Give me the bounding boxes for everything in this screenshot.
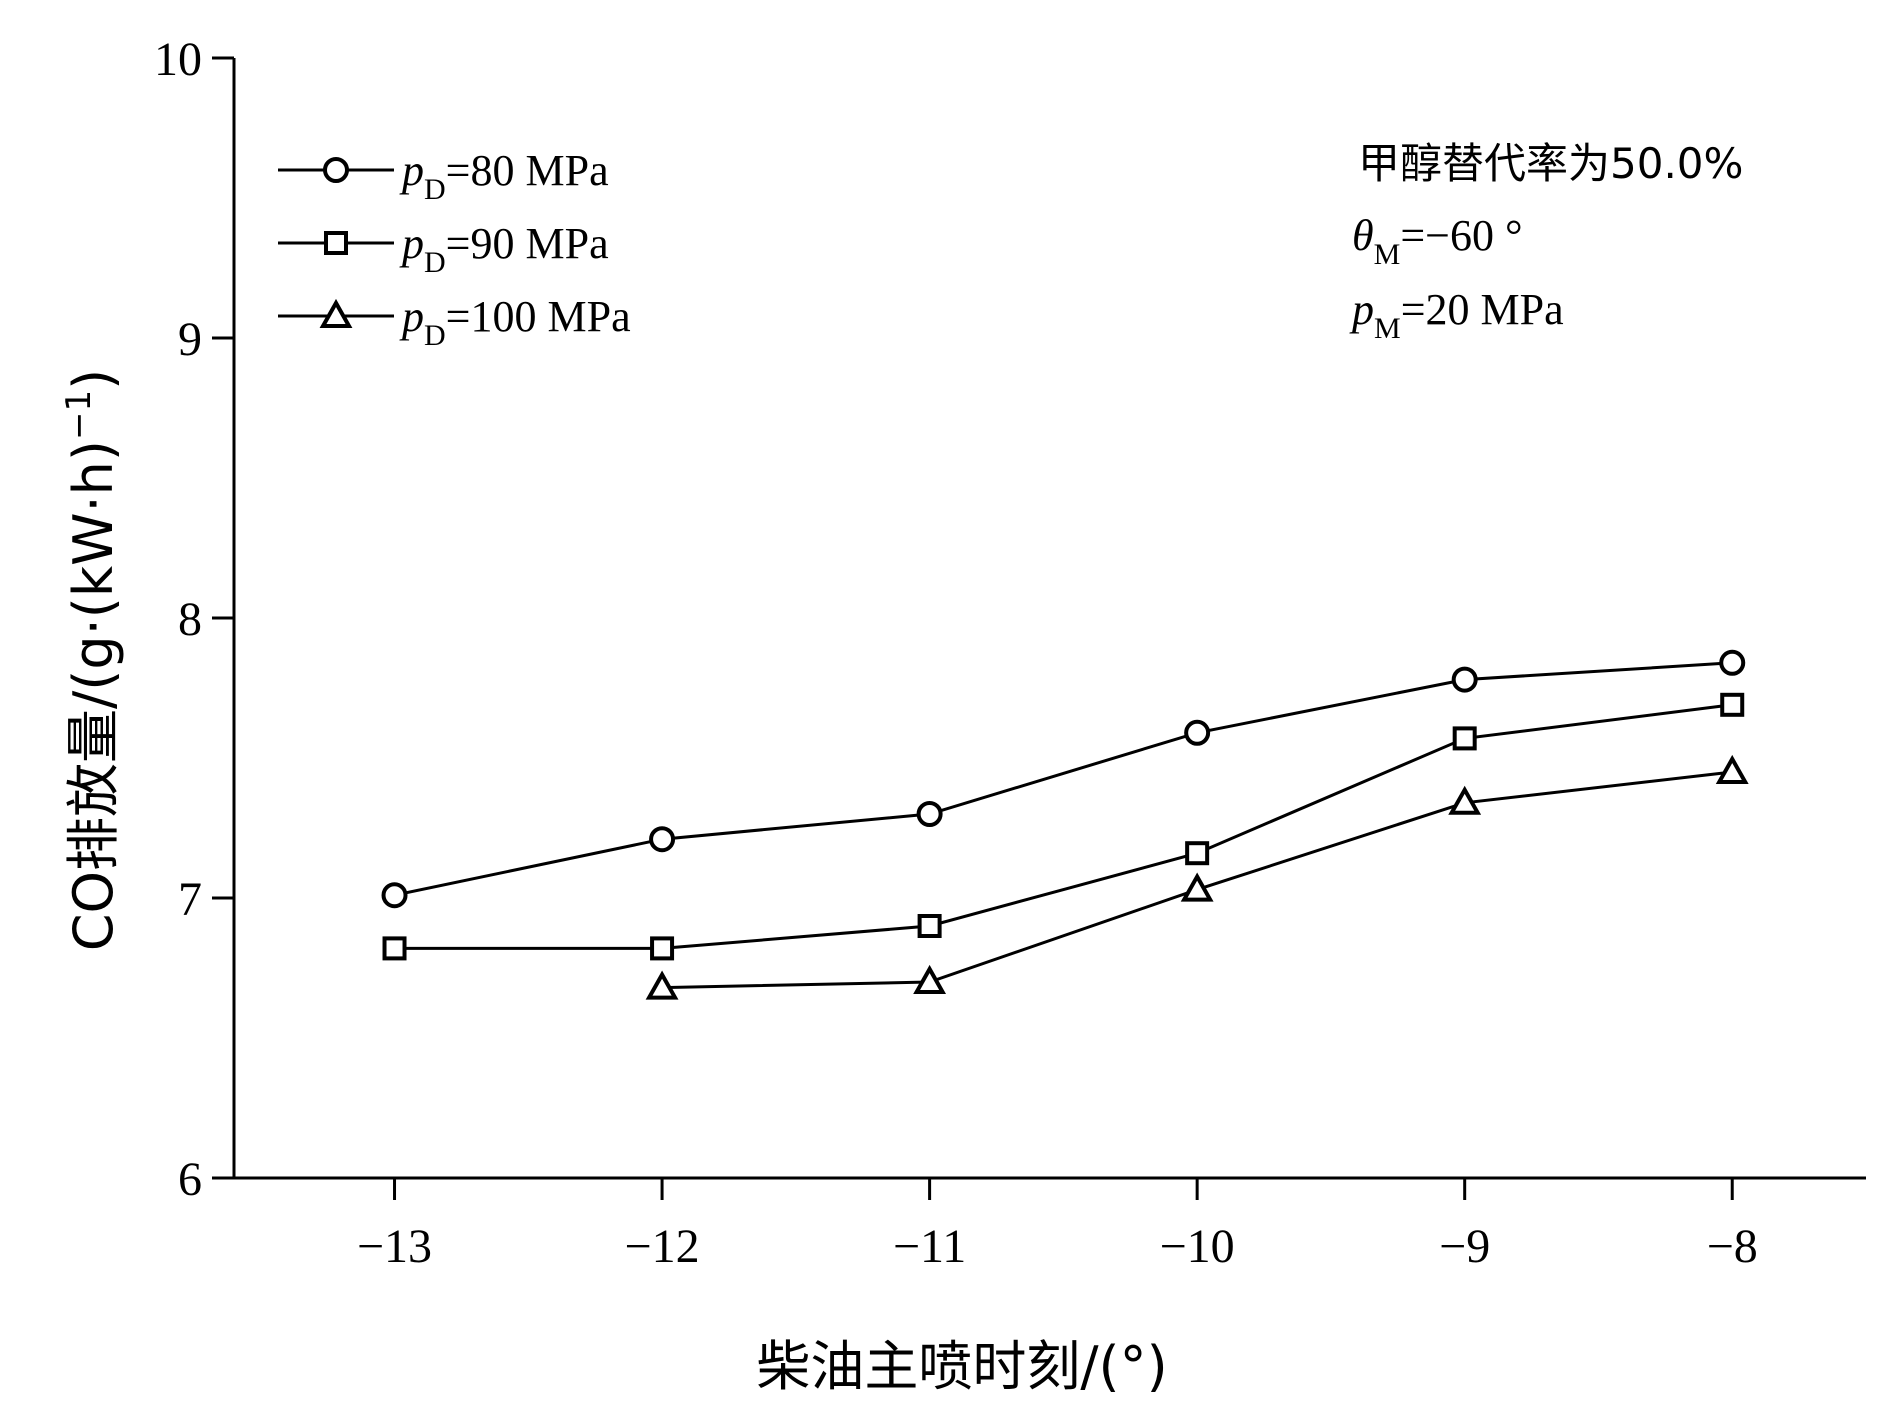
annotation-theta-var: θ (1352, 211, 1374, 260)
annotation-methanol-ratio: 甲醇替代率为50.0% (1358, 139, 1743, 188)
data-point-triangle (1180, 872, 1214, 902)
x-tick-label: −9 (1439, 1220, 1490, 1273)
y-tick-label: 10 (154, 33, 202, 86)
y-ticks: 6 7 8 9 10 (154, 33, 234, 1206)
legend-marker-square (324, 231, 348, 255)
x-tick-label: −12 (625, 1220, 700, 1273)
legend-label-sub: D (424, 246, 446, 279)
data-point-triangle (645, 970, 679, 1000)
legend-label-value: =90 MPa (446, 219, 609, 268)
legend-label-sub: D (424, 173, 446, 206)
annotation-pm-sub: M (1374, 312, 1401, 345)
x-tick-label: −13 (357, 1220, 432, 1273)
y-axis-title-close: ) (62, 369, 125, 390)
annotation-theta-m: θM=−60 ° (1352, 211, 1523, 271)
y-axis-title: CO排放量/(g·(kW·h)−1) (59, 369, 125, 951)
y-tick-label: 9 (178, 313, 202, 366)
y-axis-title-exponent: −1 (59, 390, 99, 440)
legend-label-circle: pD=80 MPa (399, 146, 609, 206)
data-point-circle (916, 801, 943, 827)
annotation-block: 甲醇替代率为50.0% θM=−60 ° pM=20 MPa (1349, 139, 1743, 345)
legend-label-sub: D (424, 319, 446, 352)
legend-marker-circle (323, 157, 349, 183)
data-point-circle (1451, 666, 1478, 693)
legend-marker-triangle (319, 298, 353, 328)
legend-label-var: p (399, 292, 424, 341)
y-tick-label: 6 (178, 1153, 202, 1206)
x-tick-label: −11 (893, 1220, 966, 1273)
data-point-triangle (913, 964, 947, 994)
x-ticks: −13 −12 −11 −10 −9 −8 (357, 1178, 1758, 1273)
data-point-circle (649, 826, 676, 853)
data-point-square (1720, 692, 1745, 717)
annotation-pm-var: p (1349, 285, 1374, 334)
data-point-circle (1719, 649, 1746, 676)
data-point-square (650, 936, 675, 961)
x-tick-label: −8 (1707, 1220, 1758, 1273)
annotation-theta-value: =−60 ° (1400, 211, 1522, 260)
series-line-circle (394, 661, 1733, 897)
x-axis-title: 柴油主喷时刻/(°) (756, 1335, 1167, 1398)
y-tick-label: 8 (178, 593, 202, 646)
annotation-theta-sub: M (1374, 238, 1401, 271)
y-axis-title-main: CO排放量/(g·(kW·h) (62, 440, 125, 951)
legend-label-value: =80 MPa (446, 146, 609, 195)
legend-label-triangle: pD=100 MPa (399, 292, 631, 352)
legend-label-square: pD=90 MPa (399, 219, 609, 279)
data-point-square (1185, 841, 1210, 866)
data-point-circle (1184, 719, 1211, 746)
data-point-square (1452, 726, 1477, 751)
legend-label-value: =100 MPa (446, 292, 631, 341)
legend-label-var: p (399, 146, 424, 195)
data-point-square (917, 914, 942, 938)
series-layer (381, 649, 1749, 1000)
x-tick-label: −10 (1160, 1220, 1235, 1273)
legend-label-var: p (399, 219, 424, 268)
data-point-square (382, 936, 407, 961)
series-line-square (394, 703, 1733, 950)
data-point-triangle (1448, 785, 1482, 815)
data-point-triangle (1715, 754, 1749, 784)
annotation-p-m: pM=20 MPa (1349, 285, 1564, 345)
y-tick-label: 7 (178, 873, 202, 926)
annotation-pm-value: =20 MPa (1401, 285, 1564, 334)
data-point-circle (381, 882, 408, 909)
